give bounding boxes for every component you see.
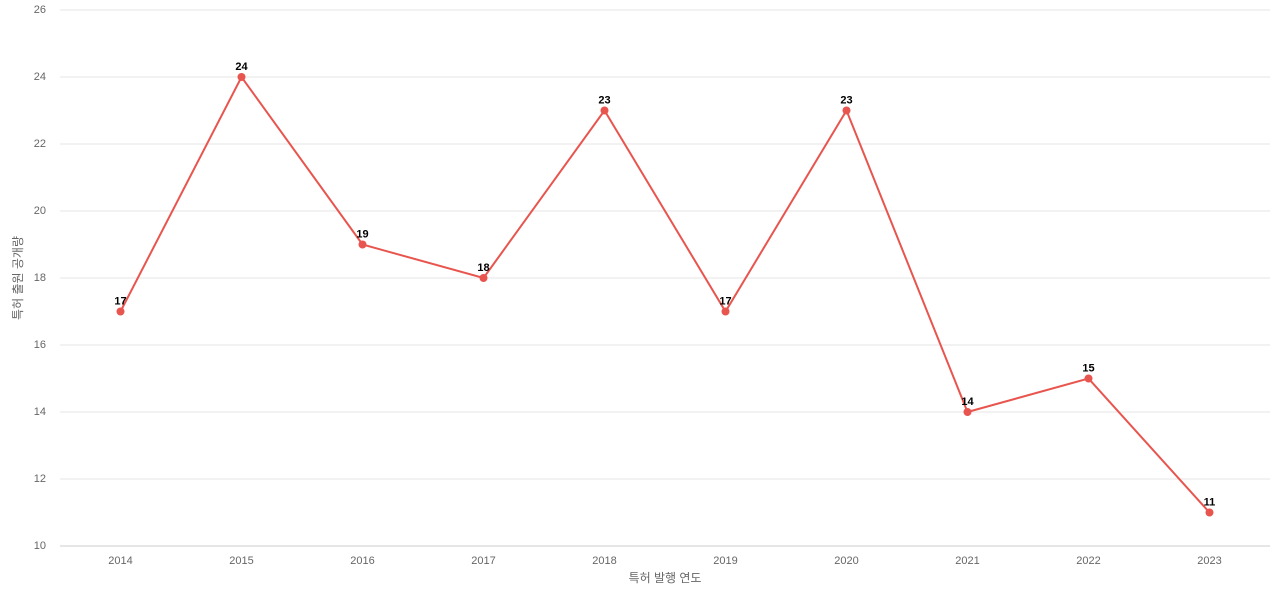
y-tick-label: 16 bbox=[34, 339, 46, 351]
x-tick-label: 2017 bbox=[471, 555, 495, 567]
data-label: 23 bbox=[598, 94, 610, 106]
y-tick-label: 14 bbox=[34, 406, 46, 418]
x-tick-label: 2018 bbox=[592, 555, 616, 567]
x-tick-label: 2015 bbox=[229, 555, 253, 567]
data-label: 23 bbox=[840, 94, 852, 106]
data-label: 15 bbox=[1082, 362, 1094, 374]
data-point bbox=[1205, 508, 1214, 517]
data-label: 24 bbox=[235, 61, 248, 73]
data-label: 18 bbox=[477, 262, 489, 274]
data-point bbox=[963, 408, 972, 416]
data-point bbox=[358, 240, 367, 249]
y-tick-label: 22 bbox=[34, 138, 46, 150]
x-tick-label: 2020 bbox=[834, 555, 858, 567]
y-tick-label: 12 bbox=[34, 473, 46, 485]
data-label: 11 bbox=[1204, 496, 1216, 508]
x-tick-label: 2019 bbox=[713, 555, 737, 567]
data-label: 17 bbox=[114, 295, 126, 307]
x-tick-label: 2016 bbox=[350, 555, 374, 567]
data-label: 17 bbox=[719, 295, 731, 307]
y-tick-label: 24 bbox=[34, 71, 46, 83]
data-point bbox=[721, 307, 730, 316]
x-tick-label: 2021 bbox=[955, 555, 979, 567]
x-tick-label: 2023 bbox=[1197, 555, 1221, 567]
y-tick-label: 18 bbox=[34, 272, 46, 284]
y-tick-label: 26 bbox=[34, 4, 46, 16]
data-point bbox=[842, 106, 851, 115]
data-label: 14 bbox=[961, 396, 974, 408]
x-axis-label: 특허 발행 연도 bbox=[629, 570, 702, 585]
data-point bbox=[237, 73, 246, 81]
y-tick-label: 10 bbox=[34, 540, 46, 552]
x-tick-label: 2014 bbox=[108, 555, 132, 567]
data-point bbox=[600, 106, 609, 115]
y-axis-label: 특허 출원 공개량 bbox=[11, 236, 25, 320]
x-tick-label: 2022 bbox=[1076, 555, 1100, 567]
y-tick-label: 20 bbox=[34, 205, 46, 217]
data-point bbox=[116, 307, 125, 316]
data-line bbox=[119, 75, 1211, 514]
data-label: 19 bbox=[356, 228, 368, 240]
data-point bbox=[479, 274, 488, 282]
data-point bbox=[1084, 374, 1093, 383]
